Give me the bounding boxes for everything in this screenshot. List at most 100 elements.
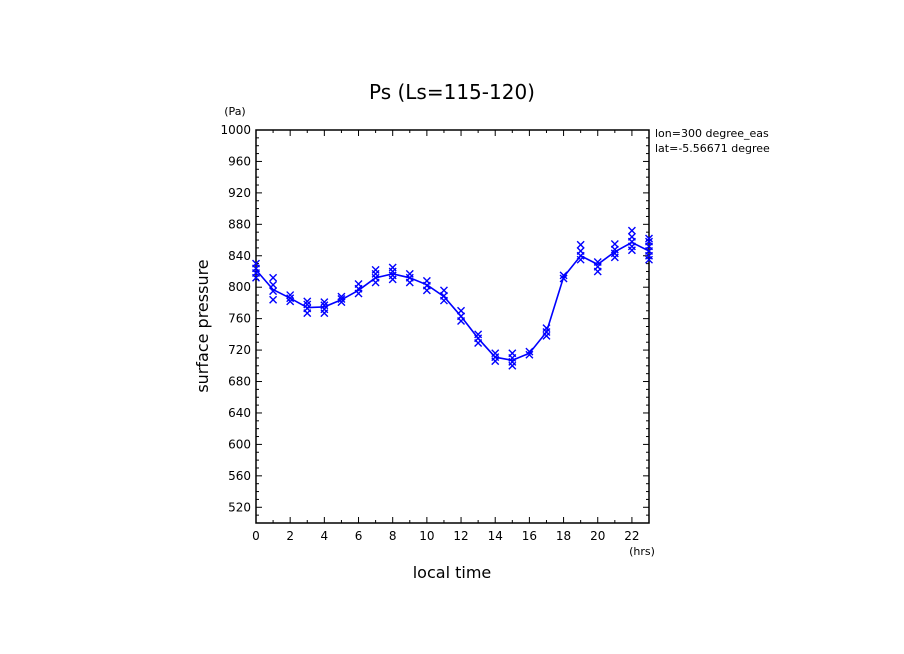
x-marker	[320, 298, 329, 307]
x-marker-stroke	[405, 269, 414, 278]
y-unit-label: (Pa)	[224, 105, 245, 118]
x-marker	[388, 263, 397, 272]
data-marks	[252, 226, 653, 370]
plot-axes: 0 2 4 6 8 10 12 14 16 18 20 22 520 560 600 640 680 720 760…	[220, 123, 650, 543]
x-marker	[337, 294, 346, 303]
x-marker-stroke	[286, 297, 295, 306]
x-tick-label: 2	[286, 529, 294, 543]
x-marker	[252, 259, 260, 268]
x-marker	[371, 265, 380, 274]
x-marker	[542, 324, 551, 333]
x-marker-stroke	[286, 291, 295, 300]
y-tick-label: 720	[228, 343, 251, 357]
x-marker-stroke	[627, 226, 636, 235]
x-marker	[508, 349, 517, 358]
x-marker	[627, 226, 636, 235]
x-marker-stroke	[422, 276, 431, 285]
x-marker	[354, 280, 363, 289]
x-marker-stroke	[645, 234, 653, 243]
x-marker-stroke	[388, 263, 397, 272]
x-marker	[439, 286, 448, 295]
x-marker-stroke	[439, 286, 448, 295]
x-tick-label: 12	[453, 529, 468, 543]
x-marker	[320, 301, 329, 310]
x-tick-label: 18	[556, 529, 571, 543]
x-marker-stroke	[286, 294, 295, 303]
x-tick-label: 0	[252, 529, 260, 543]
x-marker	[576, 240, 585, 249]
x-marker-stroke	[320, 301, 329, 310]
x-marker	[645, 237, 653, 246]
x-marker-stroke	[645, 237, 653, 246]
x-marker	[303, 300, 312, 309]
x-marker-stroke	[303, 297, 312, 306]
x-marker-stroke	[525, 350, 534, 359]
x-marker-stroke	[627, 232, 636, 241]
x-tick-label: 6	[355, 529, 363, 543]
x-marker-stroke	[508, 349, 517, 358]
x-marker-stroke	[525, 347, 534, 356]
x-marker	[269, 280, 278, 289]
x-marker-stroke	[371, 265, 380, 274]
x-marker-stroke	[576, 240, 585, 249]
x-marker	[337, 292, 346, 301]
x-marker	[269, 295, 278, 304]
x-marker-stroke	[252, 259, 260, 268]
x-marker	[405, 269, 414, 278]
x-tick-label: 8	[389, 529, 397, 543]
y-tick-label: 520	[228, 500, 251, 514]
plot-frame	[255, 129, 650, 524]
x-marker	[491, 349, 500, 358]
x-marker	[269, 273, 278, 282]
x-marker-stroke	[542, 324, 551, 333]
y-tick-label: 640	[228, 406, 251, 420]
x-marker	[627, 232, 636, 241]
y-tick-label: 800	[228, 280, 251, 294]
y-tick-label: 560	[228, 469, 251, 483]
x-marker-stroke	[337, 292, 346, 301]
x-marker	[559, 271, 568, 280]
annotation-lon: lon=300 degree_eas	[655, 127, 769, 140]
x-marker	[593, 258, 602, 267]
x-marker	[525, 347, 534, 356]
y-tick-label: 680	[228, 375, 251, 389]
y-tick-label: 600	[228, 437, 251, 451]
x-unit-label: (hrs)	[629, 545, 655, 558]
x-tick-label: 22	[624, 529, 639, 543]
x-marker-stroke	[559, 271, 568, 280]
x-marker-stroke	[576, 247, 585, 256]
x-marker-stroke	[559, 274, 568, 283]
x-marker-stroke	[457, 306, 466, 315]
x-marker	[457, 306, 466, 315]
y-axis-label: surface pressure	[193, 259, 212, 392]
x-marker	[576, 247, 585, 256]
x-marker-stroke	[269, 280, 278, 289]
y-tick-label: 840	[228, 249, 251, 263]
y-tick-label: 760	[228, 312, 251, 326]
x-marker-stroke	[610, 239, 619, 248]
x-marker	[286, 291, 295, 300]
x-marker	[269, 287, 278, 296]
x-marker	[559, 274, 568, 283]
x-marker-stroke	[269, 287, 278, 296]
x-tick-label: 16	[522, 529, 537, 543]
x-marker-stroke	[354, 280, 363, 289]
y-tick-label: 880	[228, 217, 251, 231]
y-tick-label: 960	[228, 154, 251, 168]
x-axis-label: local time	[413, 563, 492, 582]
y-tick-label: 920	[228, 186, 251, 200]
annotation-lat: lat=-5.56671 degree	[655, 142, 770, 155]
x-marker	[610, 239, 619, 248]
x-marker-stroke	[269, 295, 278, 304]
x-marker-stroke	[320, 298, 329, 307]
x-marker	[645, 234, 653, 243]
x-tick-label: 10	[419, 529, 434, 543]
x-marker-stroke	[474, 330, 483, 339]
x-marker-stroke	[593, 258, 602, 267]
x-tick-label: 14	[488, 529, 503, 543]
x-tick-label: 4	[321, 529, 329, 543]
x-marker-stroke	[491, 349, 500, 358]
x-marker	[474, 330, 483, 339]
x-marker	[286, 297, 295, 306]
